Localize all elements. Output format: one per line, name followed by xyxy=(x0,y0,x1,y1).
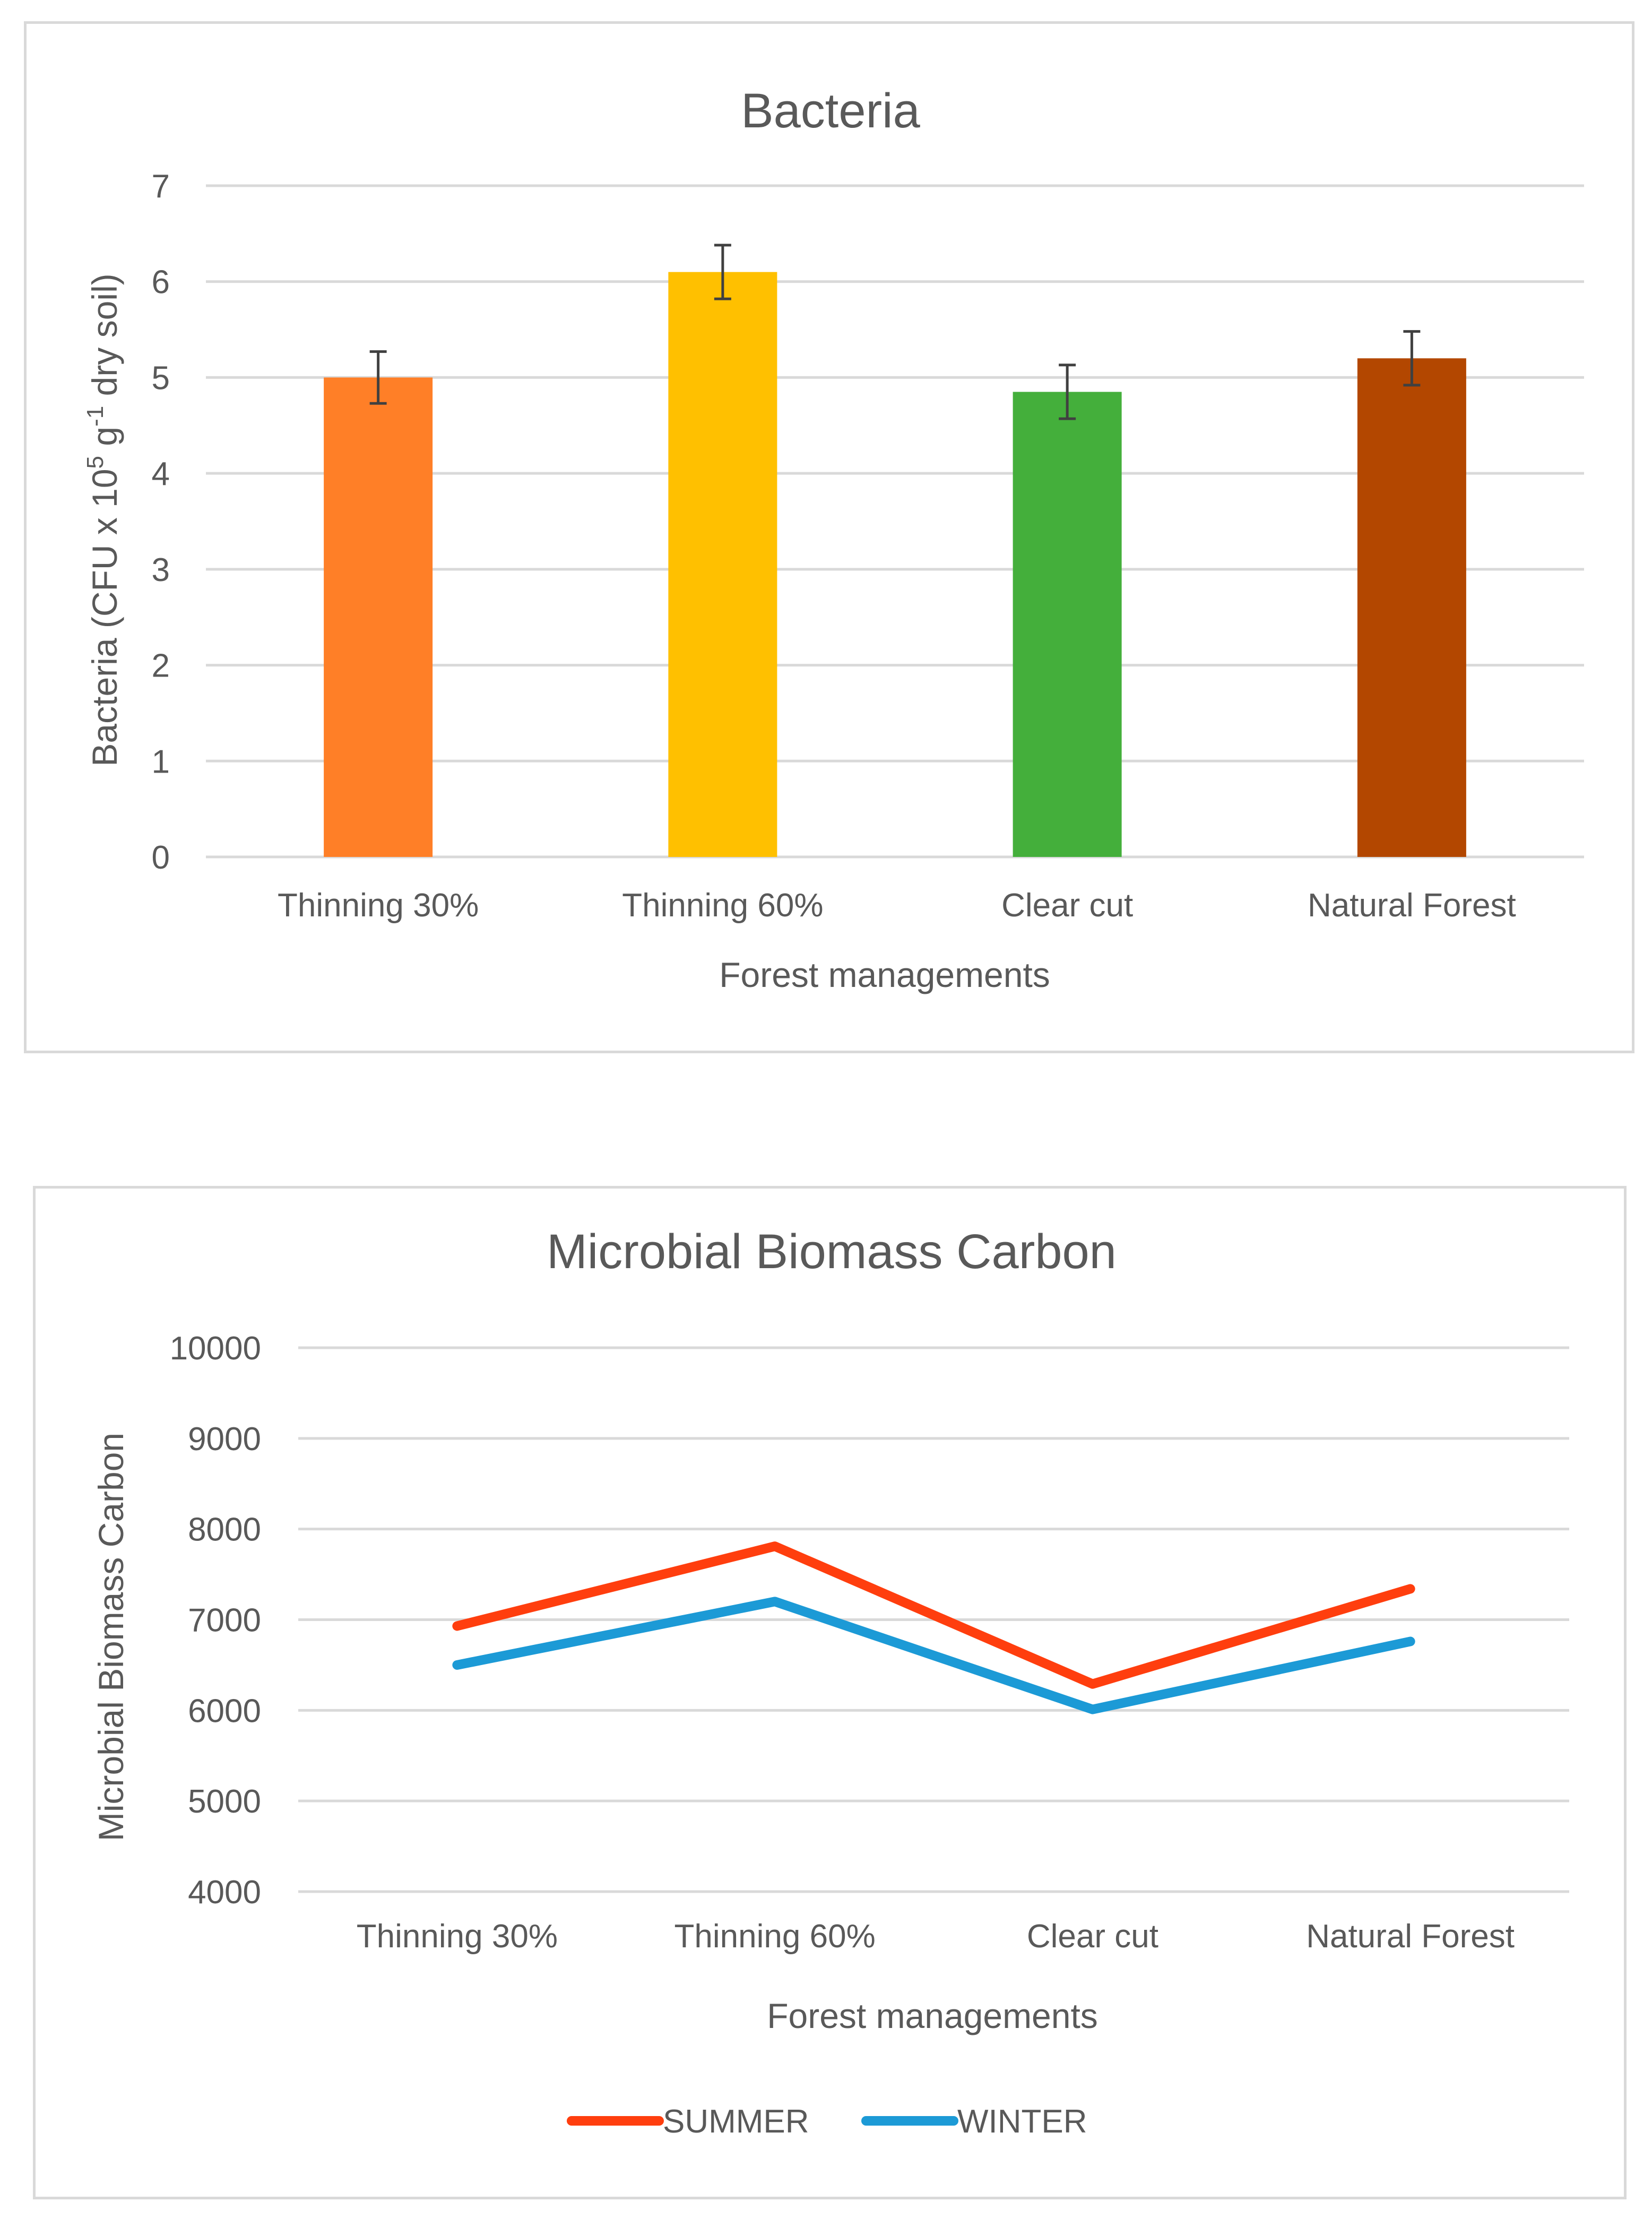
bacteria-chart-svg: Bacteria 0 1 2 3 4 5 6 7 Thinning 30% Thinning 6… xyxy=(82,84,1584,994)
bacteria-x-tick-label: Clear cut xyxy=(1001,887,1133,924)
mbc-legend: SUMMER WINTER xyxy=(567,2103,1087,2140)
mbc-legend-label-summer: SUMMER xyxy=(663,2103,809,2140)
bacteria-bar xyxy=(1357,358,1466,857)
bacteria-chart-title: Bacteria xyxy=(741,84,920,138)
mbc-y-tick-label: 6000 xyxy=(188,1693,261,1729)
mbc-y-tick-labels: 4000 5000 6000 7000 8000 9000 10000 xyxy=(170,1330,261,1911)
mbc-series-line-summer xyxy=(452,1541,1415,1689)
mbc-y-tick-label: 4000 xyxy=(188,1874,261,1911)
mbc-series-lines xyxy=(452,1541,1415,1714)
mbc-chart-panel: Microbial Biomass Carbon 4000 5000 6000 700… xyxy=(33,1186,1627,2199)
bacteria-x-axis-title: Forest managements xyxy=(719,955,1050,994)
bacteria-error-bars xyxy=(369,244,1421,420)
bacteria-y-tick-label: 6 xyxy=(152,264,170,301)
mbc-x-axis-title: Forest managements xyxy=(767,1996,1098,2035)
bacteria-y-tick-label: 2 xyxy=(152,648,170,684)
bacteria-y-axis-title: Bacteria (CFU x 105 g-1 dry soil) xyxy=(82,273,124,766)
bacteria-y-tick-label: 7 xyxy=(152,168,170,205)
bacteria-y-tick-label: 5 xyxy=(152,360,170,396)
y-title-prefix: Bacteria (CFU x 10 xyxy=(85,469,124,766)
bacteria-x-tick-label: Thinning 60% xyxy=(622,887,823,924)
mbc-chart-svg: Microbial Biomass Carbon 4000 5000 6000 700… xyxy=(91,1225,1569,2140)
mbc-x-tick-label: Thinning 60% xyxy=(674,1918,876,1955)
mbc-x-tick-label: Natural Forest xyxy=(1306,1918,1515,1955)
mbc-y-tick-label: 8000 xyxy=(188,1512,261,1548)
y-title-suffix: dry soil) xyxy=(85,273,124,405)
bacteria-bar xyxy=(668,272,777,857)
y-title-sup1: 5 xyxy=(82,456,108,469)
bacteria-y-tick-label: 4 xyxy=(152,456,170,492)
y-title-sup2: -1 xyxy=(82,406,108,427)
mbc-y-axis-title: Microbial Biomass Carbon xyxy=(91,1433,131,1841)
mbc-x-tick-labels: Thinning 30% Thinning 60% Clear cut Natural… xyxy=(357,1918,1515,1955)
bacteria-gridlines xyxy=(206,184,1584,859)
bacteria-x-tick-labels: Thinning 30% Thinning 60% Clear cut Natural… xyxy=(278,887,1516,924)
mbc-x-tick-label: Thinning 30% xyxy=(357,1918,558,1955)
bacteria-x-tick-label: Thinning 30% xyxy=(278,887,479,924)
mbc-series-line-winter xyxy=(452,1597,1415,1714)
bacteria-y-tick-label: 3 xyxy=(152,552,170,588)
bacteria-chart-panel: Bacteria 0 1 2 3 4 5 6 7 Thinning 30% Thinning 6… xyxy=(24,21,1634,1053)
bacteria-x-tick-label: Natural Forest xyxy=(1308,887,1516,924)
mbc-y-tick-label: 5000 xyxy=(188,1783,261,1820)
mbc-y-tick-label: 10000 xyxy=(170,1330,261,1367)
bacteria-y-tick-labels: 0 1 2 3 4 5 6 7 xyxy=(152,168,170,876)
mbc-gridlines xyxy=(298,1346,1569,1893)
bacteria-y-tick-label: 0 xyxy=(152,839,170,876)
mbc-y-tick-label: 9000 xyxy=(188,1421,261,1458)
bacteria-bars xyxy=(324,272,1466,857)
bacteria-y-tick-label: 1 xyxy=(152,743,170,780)
mbc-legend-label-winter: WINTER xyxy=(957,2103,1087,2140)
mbc-chart-title: Microbial Biomass Carbon xyxy=(547,1225,1117,1279)
mbc-y-tick-label: 7000 xyxy=(188,1602,261,1639)
mbc-x-tick-label: Clear cut xyxy=(1027,1918,1158,1955)
bacteria-bar xyxy=(1013,392,1122,857)
bacteria-bar xyxy=(324,377,433,857)
y-title-middle: g xyxy=(85,427,124,456)
